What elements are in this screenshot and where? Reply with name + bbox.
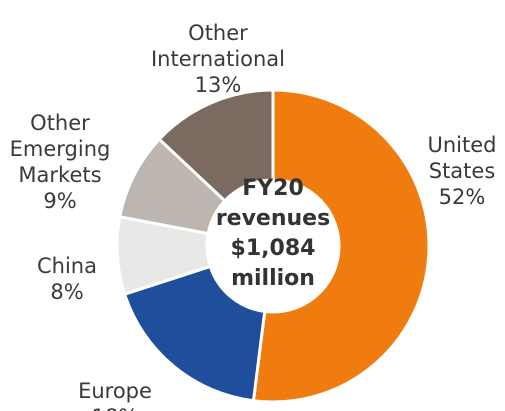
segment-label: China xyxy=(37,254,97,278)
donut-segment xyxy=(157,88,275,203)
donut-segment xyxy=(122,264,267,403)
segment-label: United States xyxy=(428,133,497,183)
segment-value: 18% xyxy=(92,405,139,411)
segment-label: Europe xyxy=(78,379,152,403)
center-title: FY20 revenues $1,084 million xyxy=(216,176,330,291)
segment-value: 13% xyxy=(195,73,242,97)
segment-label: Other International xyxy=(151,21,285,71)
segment-label: Other Emerging Markets xyxy=(10,111,111,187)
donut-segment xyxy=(251,88,431,404)
segment-value: 52% xyxy=(439,185,486,209)
segment-value: 9% xyxy=(43,189,76,213)
segment-value: 8% xyxy=(50,280,83,304)
